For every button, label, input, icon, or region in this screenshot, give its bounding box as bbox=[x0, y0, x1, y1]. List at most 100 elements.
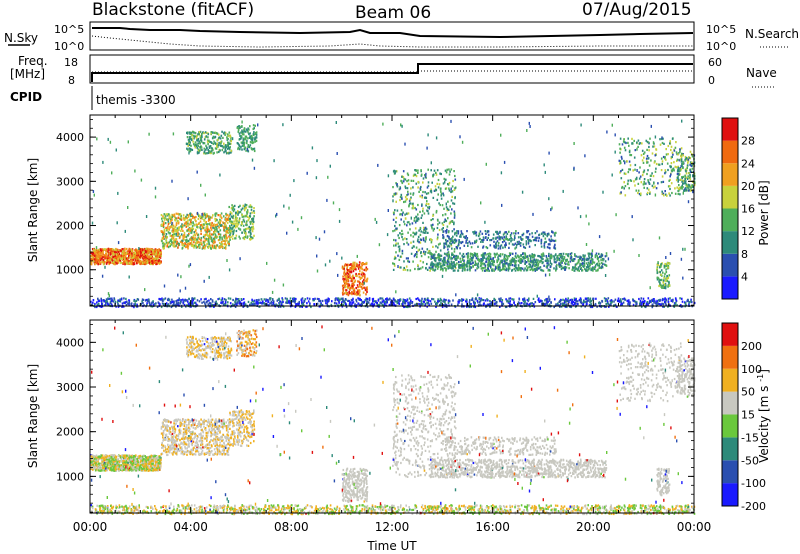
echo-cell bbox=[393, 211, 395, 214]
echo-cell bbox=[132, 258, 134, 261]
echo-cell bbox=[420, 185, 422, 189]
echo-cell bbox=[536, 230, 538, 233]
echo-cell bbox=[166, 245, 168, 248]
echo-cell bbox=[161, 237, 164, 240]
echo-cell bbox=[490, 257, 492, 260]
echo-cell bbox=[345, 291, 347, 294]
echo-cell bbox=[230, 215, 233, 218]
echo-cell bbox=[353, 289, 356, 293]
echo-cell bbox=[238, 132, 241, 135]
echo-cell bbox=[360, 262, 363, 265]
echo-cell bbox=[515, 246, 518, 249]
echo-cell bbox=[237, 205, 240, 209]
echo-cell bbox=[484, 230, 487, 233]
echo-cell bbox=[218, 220, 221, 223]
echo-cell bbox=[200, 239, 202, 242]
echo-cell bbox=[222, 225, 225, 228]
echo-cell bbox=[641, 149, 644, 152]
echo-cell bbox=[435, 265, 438, 268]
echo-cell bbox=[140, 302, 142, 305]
echo-cell bbox=[208, 146, 211, 149]
echo-cell bbox=[592, 268, 594, 271]
echo-cell bbox=[661, 175, 664, 178]
echo-cell bbox=[443, 177, 446, 180]
echo-cell bbox=[438, 202, 440, 205]
echo-cell bbox=[422, 210, 424, 213]
echo-cell bbox=[100, 297, 102, 300]
echo-cell bbox=[419, 226, 422, 230]
echo-cell bbox=[435, 173, 438, 176]
echo-cell bbox=[668, 274, 671, 277]
echo-cell bbox=[667, 168, 669, 172]
echo-cell bbox=[192, 134, 195, 137]
echo-cell bbox=[196, 223, 198, 227]
echo-cell bbox=[501, 253, 504, 256]
echo-cell bbox=[495, 230, 497, 233]
echo-cell bbox=[442, 263, 445, 266]
echo-cell bbox=[240, 146, 242, 149]
echo-cell bbox=[343, 283, 346, 287]
echo-cell bbox=[240, 137, 242, 140]
echo-cell bbox=[419, 241, 422, 244]
echo-cell bbox=[501, 259, 504, 262]
echo-cell bbox=[434, 300, 436, 303]
echo-cell bbox=[435, 189, 438, 192]
echo-cell bbox=[198, 133, 201, 136]
echo-cell bbox=[452, 202, 454, 205]
echo-cell bbox=[524, 254, 527, 257]
echo-cell bbox=[239, 126, 241, 129]
echo-cell bbox=[249, 144, 252, 147]
echo-cell bbox=[423, 231, 426, 234]
echo-cell bbox=[409, 223, 411, 226]
echo-cell bbox=[494, 268, 496, 271]
echo-cell bbox=[214, 135, 217, 138]
echo-cell bbox=[513, 267, 516, 271]
echo-cell bbox=[505, 262, 507, 265]
echo-cell bbox=[204, 304, 207, 307]
echo-cell bbox=[487, 253, 489, 256]
echo-cell bbox=[499, 262, 501, 265]
echo-cell bbox=[573, 266, 575, 269]
echo-cell bbox=[250, 137, 253, 140]
echo-cell bbox=[487, 265, 489, 268]
echo-cell bbox=[203, 138, 206, 141]
echo-cell bbox=[146, 248, 148, 251]
echo-cell bbox=[207, 143, 209, 146]
echo-cell bbox=[403, 260, 405, 263]
echo-cell bbox=[214, 230, 217, 233]
echo-cell bbox=[546, 235, 549, 238]
echo-cell bbox=[211, 300, 214, 303]
echo-cell bbox=[563, 256, 566, 259]
echo-cell bbox=[639, 194, 642, 197]
echo-cell bbox=[482, 240, 484, 243]
echo-cell bbox=[451, 241, 454, 244]
echo-cell bbox=[364, 268, 367, 271]
echo-cell bbox=[549, 257, 551, 260]
echo-cell bbox=[565, 260, 567, 263]
echo-cell bbox=[590, 256, 593, 259]
echo-cell bbox=[229, 145, 231, 149]
echo-cell bbox=[683, 189, 685, 192]
echo-cell bbox=[454, 255, 456, 258]
echo-cell bbox=[492, 264, 495, 267]
echo-cell bbox=[187, 148, 189, 151]
echo-cell bbox=[162, 235, 165, 238]
echo-cell bbox=[574, 254, 576, 257]
echo-cell bbox=[161, 230, 164, 233]
echo-cell bbox=[501, 237, 504, 240]
echo-cell bbox=[448, 260, 450, 263]
echo-cell bbox=[453, 210, 456, 213]
echo-cell bbox=[689, 173, 691, 176]
echo-cell bbox=[660, 169, 663, 172]
echo-cell bbox=[662, 137, 664, 140]
echo-cell bbox=[399, 232, 401, 235]
echo-cell bbox=[131, 252, 133, 255]
echo-cell bbox=[209, 140, 211, 143]
echo-cell bbox=[171, 215, 174, 219]
echo-cell bbox=[531, 232, 533, 235]
echo-cell bbox=[669, 140, 671, 143]
echo-cell bbox=[122, 255, 124, 258]
echo-cell bbox=[350, 267, 353, 270]
echo-cell bbox=[138, 261, 140, 264]
echo-cell bbox=[636, 141, 638, 144]
